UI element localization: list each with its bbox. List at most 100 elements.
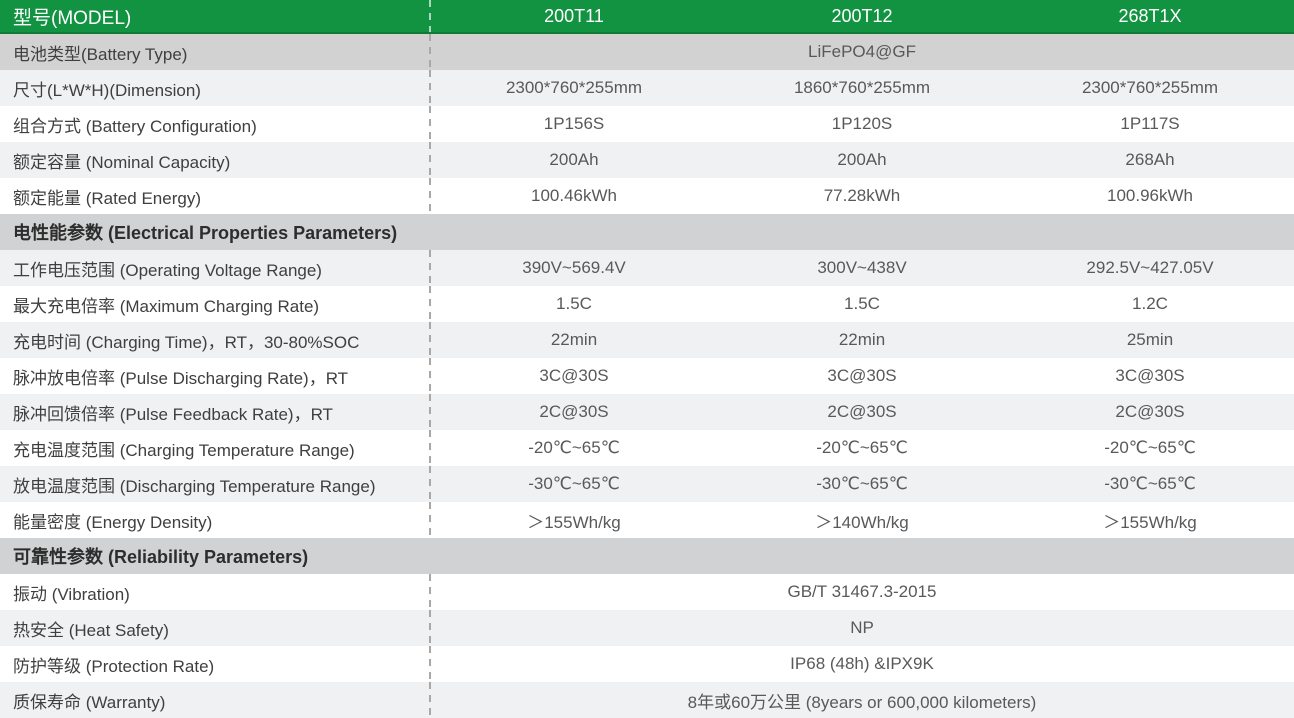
row-label: 尺寸(L*W*H)(Dimension) (13, 80, 201, 100)
spec-row: 防护等级 (Protection Rate) IP68 (48h) &IPX9K (0, 646, 1294, 682)
row-values: 2300*760*255mm 1860*760*255mm 2300*760*2… (429, 70, 1294, 106)
section-title: 电性能参数 (Electrical Properties Parameters) (13, 223, 398, 243)
spec-row: 电池类型(Battery Type) LiFePO4@GF (0, 34, 1294, 70)
spec-row: 放电温度范围 (Discharging Temperature Range) -… (0, 466, 1294, 502)
row-values: 390V~569.4V 300V~438V 292.5V~427.05V (429, 250, 1294, 286)
model-header-values: 200T11 200T12 268T1X (429, 0, 1294, 32)
row-label: 工作电压范围 (Operating Voltage Range) (13, 260, 322, 280)
row-label: 放电温度范围 (Discharging Temperature Range) (13, 476, 376, 496)
row-label: 脉冲回馈倍率 (Pulse Feedback Rate)，RT (13, 404, 333, 424)
spec-row: 充电时间 (Charging Time)，RT，30-80%SOC 22min … (0, 322, 1294, 358)
column-divider-dashed-line (429, 574, 431, 610)
row-values: LiFePO4@GF (429, 34, 1294, 70)
model-column-1: 200T11 (544, 5, 604, 26)
row-value: 2C@30S (1115, 402, 1185, 421)
row-label: 最大充电倍率 (Maximum Charging Rate) (13, 296, 320, 316)
row-value: 300V~438V (817, 258, 907, 277)
column-divider-dashed-line (429, 178, 431, 214)
row-value: -20℃~65℃ (816, 438, 908, 457)
row-value: 200Ah (837, 150, 887, 169)
column-divider-dashed-line (429, 106, 431, 142)
spec-row: 振动 (Vibration) GB/T 31467.3-2015 (0, 574, 1294, 610)
row-label: 额定容量 (Nominal Capacity) (13, 152, 231, 172)
row-value: -30℃~65℃ (1104, 474, 1196, 493)
section-title: 可靠性参数 (Reliability Parameters) (13, 547, 309, 567)
row-values: 1.5C 1.5C 1.2C (429, 286, 1294, 322)
column-divider-dashed-line (429, 646, 431, 682)
row-label: 电池类型(Battery Type) (13, 44, 188, 64)
row-value: ＞155Wh/kg (527, 512, 621, 532)
row-value: 2300*760*255mm (1081, 78, 1219, 97)
row-value: NP (850, 618, 874, 637)
row-value: ＞140Wh/kg (815, 512, 909, 532)
model-column-3: 268T1X (1118, 5, 1182, 26)
column-divider-dashed-line (429, 466, 431, 502)
row-values: 2C@30S 2C@30S 2C@30S (429, 394, 1294, 430)
row-label: 振动 (Vibration) (13, 584, 130, 604)
row-values: 1P156S 1P120S 1P117S (429, 106, 1294, 142)
row-value: 3C@30S (539, 366, 609, 385)
column-divider-dashed-line (429, 322, 431, 358)
row-value: ＞155Wh/kg (1103, 512, 1197, 532)
column-divider-dashed-line (429, 0, 431, 32)
spec-row: 热安全 (Heat Safety) NP (0, 610, 1294, 646)
row-value: 2C@30S (539, 402, 609, 421)
column-divider-dashed-line (429, 610, 431, 646)
row-value: 25min (1126, 330, 1174, 349)
row-values: NP (429, 610, 1294, 646)
spec-row: 工作电压范围 (Operating Voltage Range) 390V~56… (0, 250, 1294, 286)
row-values: 3C@30S 3C@30S 3C@30S (429, 358, 1294, 394)
row-value: 1.5C (556, 294, 592, 313)
row-value: 292.5V~427.05V (1086, 258, 1214, 277)
column-divider-dashed-line (429, 34, 431, 70)
column-divider-dashed-line (429, 502, 431, 538)
row-value: 3C@30S (827, 366, 897, 385)
row-label: 充电温度范围 (Charging Temperature Range) (13, 440, 355, 460)
section-header-row: 可靠性参数 (Reliability Parameters) (0, 538, 1294, 574)
spec-row: 质保寿命 (Warranty) 8年或60万公里 (8years or 600,… (0, 682, 1294, 718)
row-value: GB/T 31467.3-2015 (787, 582, 937, 601)
row-value: -20℃~65℃ (528, 438, 620, 457)
row-value: 8年或60万公里 (8years or 600,000 kilometers) (687, 692, 1037, 712)
row-value: 1P156S (543, 114, 605, 133)
row-value: 390V~569.4V (522, 258, 626, 277)
row-label: 热安全 (Heat Safety) (13, 620, 169, 640)
row-value: -20℃~65℃ (1104, 438, 1196, 457)
row-value: 268Ah (1125, 150, 1175, 169)
model-header-row: 型号(MODEL) 200T11 200T12 268T1X (0, 0, 1294, 34)
row-values: GB/T 31467.3-2015 (429, 574, 1294, 610)
row-label: 脉冲放电倍率 (Pulse Discharging Rate)，RT (13, 368, 349, 388)
column-divider-dashed-line (429, 358, 431, 394)
spec-row: 能量密度 (Energy Density) ＞155Wh/kg ＞140Wh/k… (0, 502, 1294, 538)
spec-row: 额定能量 (Rated Energy) 100.46kWh 77.28kWh 1… (0, 178, 1294, 214)
spec-row: 充电温度范围 (Charging Temperature Range) -20℃… (0, 430, 1294, 466)
row-value: 1P120S (831, 114, 893, 133)
row-values: IP68 (48h) &IPX9K (429, 646, 1294, 682)
section-header-row: 电性能参数 (Electrical Properties Parameters) (0, 214, 1294, 250)
column-divider-dashed-line (429, 250, 431, 286)
row-value: 200Ah (549, 150, 599, 169)
row-value: 100.96kWh (1107, 186, 1193, 205)
row-value: 1.2C (1132, 294, 1168, 313)
row-value: IP68 (48h) &IPX9K (790, 654, 934, 673)
row-label: 质保寿命 (Warranty) (13, 692, 166, 712)
row-value: -30℃~65℃ (528, 474, 620, 493)
row-values: 8年或60万公里 (8years or 600,000 kilometers) (429, 682, 1294, 718)
column-divider-dashed-line (429, 286, 431, 322)
spec-row: 尺寸(L*W*H)(Dimension) 2300*760*255mm 1860… (0, 70, 1294, 106)
row-values: 100.46kWh 77.28kWh 100.96kWh (429, 178, 1294, 214)
column-divider-dashed-line (429, 430, 431, 466)
row-value: 1860*760*255mm (793, 78, 931, 97)
row-values: -20℃~65℃ -20℃~65℃ -20℃~65℃ (429, 430, 1294, 466)
row-values: -30℃~65℃ -30℃~65℃ -30℃~65℃ (429, 466, 1294, 502)
row-label: 充电时间 (Charging Time)，RT，30-80%SOC (13, 332, 360, 352)
row-values: ＞155Wh/kg ＞140Wh/kg ＞155Wh/kg (429, 502, 1294, 538)
column-divider-dashed-line (429, 70, 431, 106)
model-header-label: 型号(MODEL) (13, 7, 132, 29)
spec-row: 最大充电倍率 (Maximum Charging Rate) 1.5C 1.5C… (0, 286, 1294, 322)
column-divider-dashed-line (429, 682, 431, 718)
row-label: 防护等级 (Protection Rate) (13, 656, 215, 676)
row-value: 22min (838, 330, 886, 349)
spec-row: 脉冲放电倍率 (Pulse Discharging Rate)，RT 3C@30… (0, 358, 1294, 394)
